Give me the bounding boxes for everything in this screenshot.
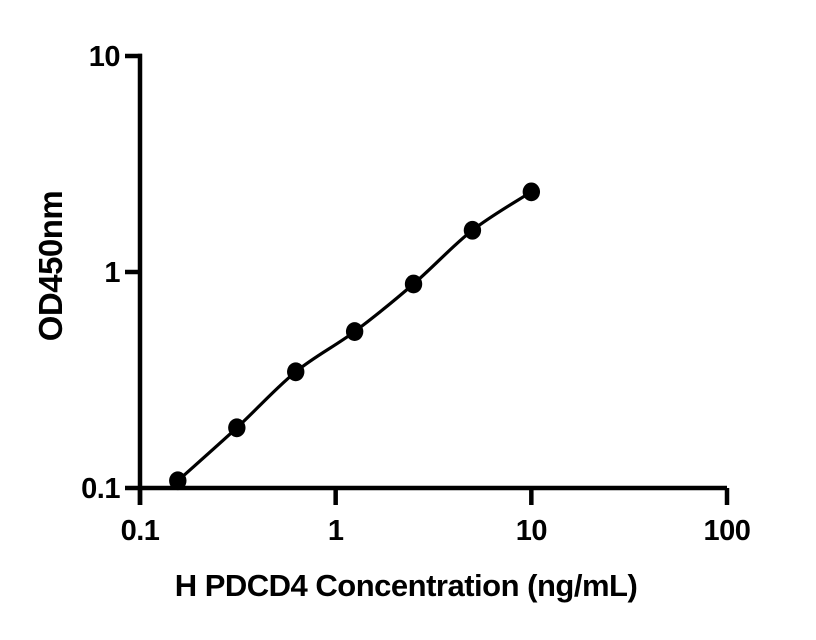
y-tick-label: 10 [89, 41, 120, 73]
x-tick-label: 10 [516, 515, 547, 547]
data-point [345, 322, 364, 341]
x-tick-label: 1 [328, 515, 344, 547]
x-tick-label: 100 [704, 515, 751, 547]
series-group [169, 182, 541, 491]
x-axis-title: H PDCD4 Concentration (ng/mL) [175, 568, 638, 603]
data-point [522, 182, 541, 202]
x-tick-label: 0.1 [121, 515, 160, 547]
data-point [287, 362, 305, 382]
data-point [463, 220, 482, 240]
data-point [169, 471, 187, 491]
ticks-group [125, 53, 730, 505]
data-point [228, 418, 246, 438]
data-point [404, 274, 423, 294]
y-tick-label: 0.1 [81, 473, 120, 505]
y-axis-title: OD450nm [32, 191, 69, 342]
y-tick-label: 1 [104, 257, 120, 289]
axes-group [137, 53, 727, 505]
tick-labels-group: 0.1 1 10 0.1 1 10 100 [81, 41, 751, 547]
